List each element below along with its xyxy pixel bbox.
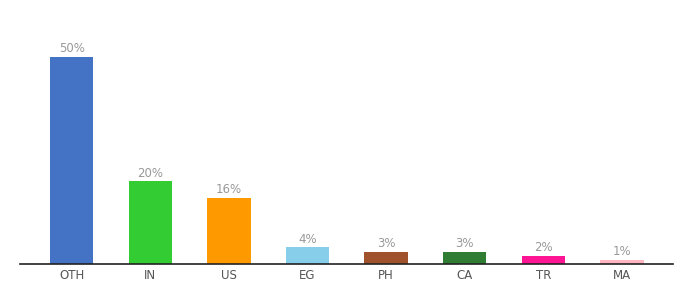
- Text: 3%: 3%: [377, 237, 395, 250]
- Bar: [600, 260, 643, 264]
- Text: 50%: 50%: [58, 42, 84, 56]
- Text: 20%: 20%: [137, 167, 163, 180]
- Bar: [522, 256, 565, 264]
- Bar: [286, 248, 329, 264]
- Bar: [50, 57, 93, 264]
- Text: 3%: 3%: [456, 237, 474, 250]
- Text: 4%: 4%: [299, 233, 317, 246]
- Text: 1%: 1%: [613, 245, 631, 258]
- Text: 16%: 16%: [216, 183, 242, 196]
- Bar: [364, 252, 408, 264]
- Bar: [129, 181, 172, 264]
- Bar: [443, 252, 486, 264]
- Bar: [207, 198, 250, 264]
- Text: 2%: 2%: [534, 241, 553, 254]
